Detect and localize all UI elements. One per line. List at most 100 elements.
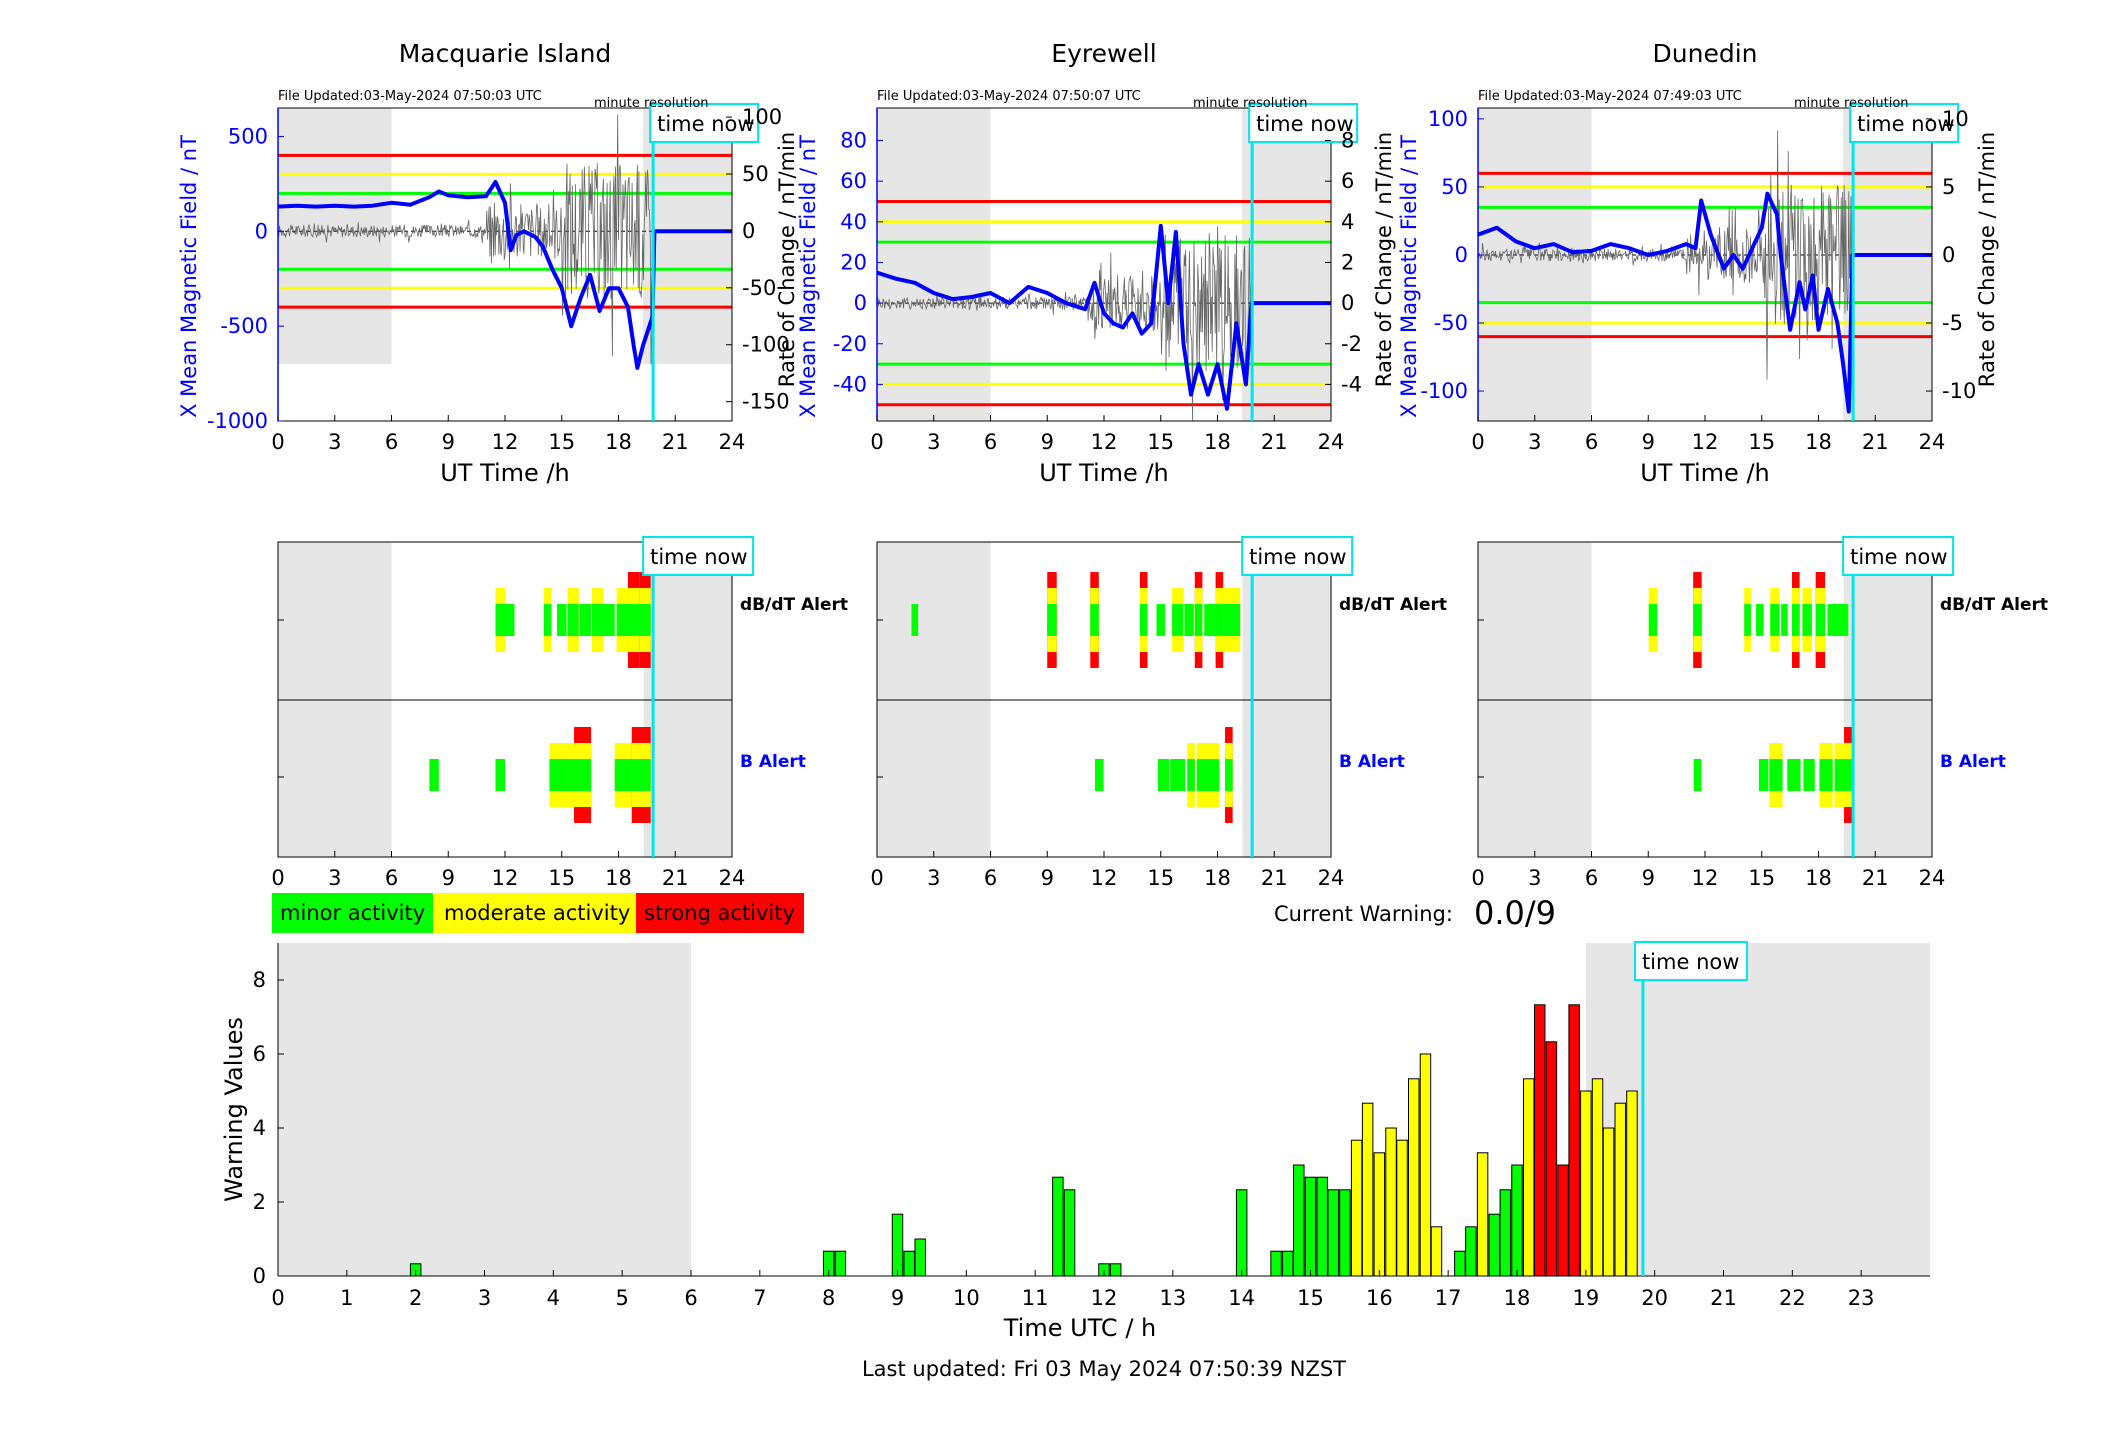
right-ytick-label: 0: [1341, 291, 1354, 315]
warning-y-axis-label: Warning Values: [220, 1017, 248, 1202]
right-ytick-label: -2: [1341, 332, 1362, 356]
warning-bar: [1591, 1078, 1604, 1277]
warning-bar: [1270, 1250, 1282, 1277]
dbdt-alert-bar-minor: [1802, 604, 1812, 636]
last-updated-footer: Last updated: Fri 03 May 2024 07:50:39 N…: [862, 1357, 1346, 1381]
time-now-label: time now: [1857, 112, 1954, 136]
alert-xtick-label: 15: [548, 866, 575, 890]
alert-time-now-box: [1241, 536, 1354, 576]
dbdt-alert-bar-minor: [495, 604, 505, 636]
dbdt-alert-bar-minor: [1090, 604, 1099, 636]
right-ytick-label: -4: [1341, 372, 1362, 396]
legend-label-moderate: moderate activity: [444, 901, 630, 925]
warning-bar: [1545, 1041, 1558, 1277]
file-updated-text: File Updated:03-May-2024 07:50:07 UTC: [877, 89, 1141, 104]
b-alert-label: B Alert: [1339, 752, 1405, 772]
dbdt-alert-bar-minor: [1756, 604, 1764, 636]
warning-bar: [1052, 1176, 1064, 1277]
warning-xtick-label: 1: [340, 1286, 353, 1310]
alert-xtick-label: 24: [719, 866, 746, 890]
warning-bar: [1626, 1090, 1638, 1277]
warning-xtick-label: 21: [1710, 1286, 1737, 1310]
left-ytick-label: 80: [840, 129, 867, 153]
station-panel-1: Macquarie Island time now File Updated:03-…: [177, 39, 848, 890]
xtick-label: 3: [1528, 430, 1541, 454]
xtick-label: 0: [1471, 430, 1484, 454]
right-ytick-label: 100: [742, 105, 782, 129]
warning-xtick-label: 13: [1159, 1286, 1186, 1310]
warning-xtick-label: 15: [1297, 1286, 1324, 1310]
time-now-box: [1248, 103, 1359, 143]
time-now-label: time now: [657, 112, 754, 136]
b-alert-bar-minor: [1187, 759, 1195, 791]
right-ytick-label: 8: [1341, 129, 1354, 153]
alert-xtick-label: 0: [870, 866, 883, 890]
rate-of-change-trace: [876, 226, 1252, 422]
alert-xtick-label: 18: [1204, 866, 1231, 890]
right-ytick-label: 6: [1341, 169, 1354, 193]
warning-bar: [1109, 1263, 1122, 1277]
alert-xtick-label: 18: [605, 866, 632, 890]
alert-xtick-label: 24: [1919, 866, 1946, 890]
dbdt-alert-bar-minor: [1204, 604, 1216, 636]
night-shade: [1242, 108, 1331, 421]
warning-bar: [1419, 1053, 1432, 1277]
warning-bar: [1408, 1078, 1420, 1277]
b-alert-bar-minor: [495, 759, 505, 791]
legend-label-minor: minor activity: [280, 901, 425, 925]
xtick-label: 21: [1862, 430, 1889, 454]
left-y-axis-label: X Mean Magnetic Field / nT: [796, 135, 820, 418]
station-title: Eyrewell: [1051, 39, 1156, 68]
dbdt-alert-bar-minor: [1047, 604, 1057, 636]
right-ytick-label: 10: [1942, 107, 1969, 131]
xtick-label: 0: [271, 430, 284, 454]
warning-ytick-label: 8: [253, 968, 266, 992]
warning-bar: [1488, 1213, 1501, 1277]
warning-bar: [891, 1213, 904, 1277]
warning-bar: [1614, 1102, 1626, 1277]
alert-xtick-label: 0: [271, 866, 284, 890]
rate-of-change-trace: [1477, 130, 1853, 380]
warning-xtick-label: 6: [684, 1286, 697, 1310]
dbdt-alert-bar-minor: [627, 604, 640, 636]
right-ytick-label: 4: [1341, 210, 1354, 234]
right-ytick-label: 5: [1942, 175, 1955, 199]
left-ytick-label: -100: [1420, 379, 1468, 403]
left-ytick-label: -40: [833, 372, 867, 396]
warning-bar: [1282, 1250, 1294, 1277]
b-alert-bar-minor: [1693, 759, 1702, 791]
station-title: Dunedin: [1653, 39, 1758, 68]
night-shade: [1478, 108, 1592, 421]
alert-xtick-label: 21: [662, 866, 689, 890]
alert-xtick-label: 6: [1585, 866, 1598, 890]
right-y-axis-label: Rate of Change / nT/min: [1975, 132, 1999, 387]
left-ytick-label: -50: [1434, 311, 1468, 335]
warning-bar: [1511, 1164, 1523, 1277]
warning-ytick-label: 2: [253, 1190, 266, 1214]
station-title: Macquarie Island: [399, 39, 612, 68]
warning-bar: [834, 1250, 847, 1277]
left-ytick-label: 20: [840, 250, 867, 274]
warning-bar: [1063, 1189, 1076, 1277]
warning-bar: [1430, 1226, 1443, 1277]
dbdt-alert-bar-minor: [543, 604, 552, 636]
warning-bar: [1316, 1176, 1328, 1277]
alert-xtick-label: 12: [1692, 866, 1719, 890]
alert-xtick-label: 0: [1471, 866, 1484, 890]
current-warning-label: Current Warning:: [1274, 902, 1453, 926]
right-ytick-label: 2: [1341, 250, 1354, 274]
resolution-text: minute resolution: [1193, 96, 1308, 111]
warning-bar: [914, 1238, 926, 1277]
resolution-text: minute resolution: [594, 96, 709, 111]
xtick-label: 6: [1585, 430, 1598, 454]
x-axis-label: UT Time /h: [1640, 459, 1770, 487]
b-alert-bar-minor: [1758, 759, 1769, 791]
b-alert-label: B Alert: [740, 752, 806, 772]
night-shade: [643, 108, 732, 364]
warning-xtick-label: 20: [1641, 1286, 1668, 1310]
dbdt-alert-bar-minor: [1770, 604, 1780, 636]
warning-xtick-label: 11: [1022, 1286, 1049, 1310]
dbdt-alert-bar-minor: [1792, 604, 1800, 636]
b-alert-bar-minor: [429, 759, 439, 791]
left-ytick-label: -1000: [207, 409, 268, 433]
